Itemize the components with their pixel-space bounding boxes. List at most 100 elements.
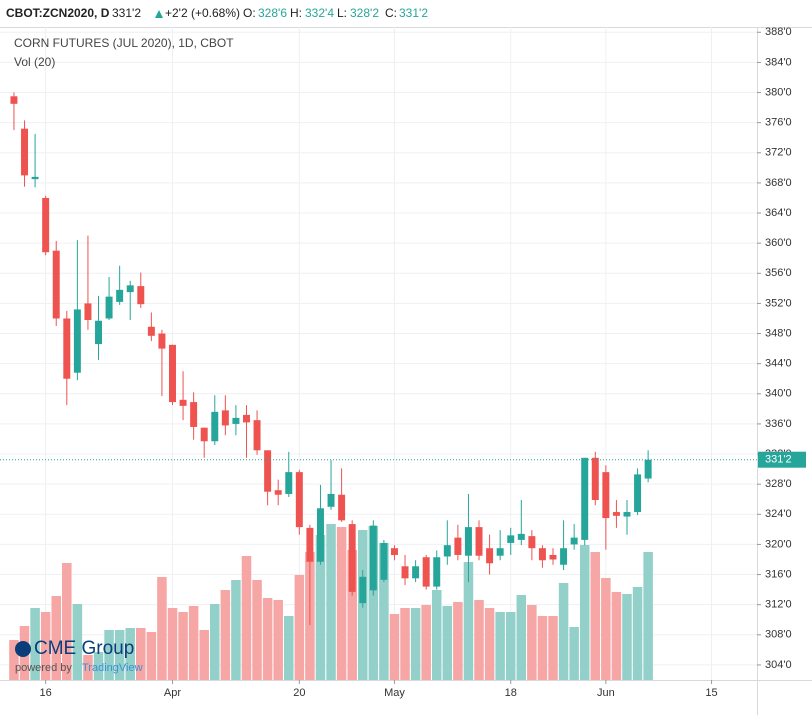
candle-body bbox=[274, 490, 282, 495]
candle-body bbox=[401, 566, 409, 579]
volume-bar bbox=[579, 545, 590, 680]
y-tick-label: 324'0 bbox=[765, 508, 792, 520]
volume-bar bbox=[400, 608, 410, 680]
candle-body bbox=[560, 548, 568, 565]
candle-body bbox=[42, 197, 50, 253]
volume-bar bbox=[262, 598, 273, 680]
volume-bar bbox=[558, 583, 569, 680]
chart-title: CORN FUTURES (JUL 2020), 1D, CBOT bbox=[14, 36, 234, 50]
ohlc-value: 331'2 bbox=[399, 6, 428, 20]
y-tick-label: 372'0 bbox=[765, 147, 792, 159]
volume-pane bbox=[9, 524, 653, 680]
candle-body bbox=[52, 250, 60, 319]
candle-body bbox=[95, 320, 102, 345]
candle-body bbox=[137, 286, 145, 305]
candle-body bbox=[517, 533, 525, 540]
volume-bar bbox=[62, 563, 72, 680]
volume-bar bbox=[347, 550, 357, 680]
candle-body bbox=[73, 309, 81, 373]
candle-body bbox=[634, 474, 642, 513]
candles bbox=[10, 92, 652, 626]
logo-mark bbox=[15, 641, 31, 657]
volume-bar bbox=[136, 628, 146, 680]
y-tick-label: 320'0 bbox=[765, 538, 792, 550]
volume-bar bbox=[431, 590, 442, 680]
logo: CME Group powered by TradingView bbox=[15, 638, 143, 674]
volume-bar bbox=[474, 600, 484, 680]
volume-bar bbox=[410, 608, 421, 680]
volume-bar bbox=[294, 575, 305, 680]
x-tick-label: 16 bbox=[40, 687, 52, 699]
volume-bar bbox=[442, 606, 453, 680]
y-tick-label: 388'0 bbox=[765, 26, 792, 38]
volume-bar bbox=[548, 616, 558, 680]
volume-bar bbox=[199, 630, 209, 680]
volume-bar bbox=[537, 616, 548, 680]
candle-body bbox=[602, 472, 610, 519]
volume-bar bbox=[505, 612, 516, 680]
up-arrow bbox=[155, 10, 163, 18]
y-tick-label: 368'0 bbox=[765, 177, 792, 189]
candle-body bbox=[295, 472, 303, 528]
ohlc-label: O: bbox=[243, 6, 256, 20]
volume-bar bbox=[30, 608, 40, 680]
volume-bar bbox=[484, 608, 495, 680]
candle-body bbox=[591, 457, 599, 500]
volume-bar bbox=[188, 606, 199, 680]
volume-bar bbox=[114, 630, 125, 680]
symbol: CBOT:ZCN2020, D bbox=[6, 6, 110, 20]
volume-label: Vol (20) bbox=[14, 55, 55, 69]
volume-bar bbox=[527, 605, 537, 680]
volume-bar bbox=[601, 578, 611, 680]
volume-bar bbox=[220, 590, 231, 680]
candle-body bbox=[422, 557, 430, 587]
last-price-label: 331'2 bbox=[765, 454, 792, 466]
volume-bar bbox=[273, 600, 283, 680]
candle-body bbox=[412, 566, 420, 579]
y-tick-label: 336'0 bbox=[765, 418, 792, 430]
candle-body bbox=[316, 508, 324, 562]
volume-bar bbox=[157, 577, 167, 680]
volume-bar bbox=[104, 630, 114, 680]
change: +2'2 (+0.68%) bbox=[165, 6, 240, 20]
logo-platform: TradingView bbox=[82, 662, 143, 674]
candle-body bbox=[464, 527, 472, 556]
volume-bar bbox=[611, 592, 622, 680]
ohlc-label: H: bbox=[290, 6, 302, 20]
volume-bar bbox=[622, 594, 632, 680]
y-tick-label: 352'0 bbox=[765, 297, 792, 309]
candle-body bbox=[253, 420, 261, 451]
volume-bar bbox=[210, 604, 220, 680]
candle-body bbox=[116, 289, 124, 302]
candle-body bbox=[390, 548, 398, 555]
candle-body bbox=[179, 399, 187, 406]
candle-body bbox=[486, 548, 494, 564]
volume-bar bbox=[590, 552, 601, 680]
y-tick-label: 380'0 bbox=[765, 86, 792, 98]
volume-bar bbox=[315, 535, 326, 680]
candle-body bbox=[327, 493, 335, 507]
candle-body bbox=[147, 326, 155, 336]
volume-bar bbox=[643, 552, 653, 680]
volume-bar bbox=[453, 602, 463, 680]
candle-body bbox=[10, 96, 18, 104]
volume-bar bbox=[241, 556, 252, 680]
logo-brand: CME Group bbox=[34, 638, 134, 659]
volume-bar bbox=[146, 632, 157, 680]
volume-bar bbox=[167, 608, 178, 680]
y-tick-label: 364'0 bbox=[765, 207, 792, 219]
volume-bar bbox=[336, 527, 347, 680]
candle-body bbox=[31, 176, 39, 180]
candle-body bbox=[528, 536, 536, 549]
last-price: 331'2 bbox=[112, 6, 141, 20]
y-tick-label: 376'0 bbox=[765, 117, 792, 129]
candle-body bbox=[158, 333, 166, 349]
candle-body bbox=[242, 414, 250, 423]
candle-body bbox=[475, 527, 483, 556]
ohlc-label: C: bbox=[385, 6, 397, 20]
x-tick-label: 20 bbox=[293, 687, 305, 699]
y-tick-label: 312'0 bbox=[765, 599, 792, 611]
candle-body bbox=[570, 537, 578, 545]
volume-bar bbox=[231, 580, 241, 680]
last-price-box bbox=[758, 451, 806, 468]
